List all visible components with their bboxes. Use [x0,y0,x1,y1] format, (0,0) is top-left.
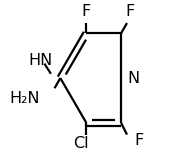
Text: Cl: Cl [73,136,88,151]
Text: F: F [125,4,134,19]
Text: F: F [134,133,143,148]
Text: HN: HN [29,53,53,68]
Text: N: N [127,71,139,86]
Text: H₂N: H₂N [10,91,40,106]
Text: F: F [82,4,91,19]
